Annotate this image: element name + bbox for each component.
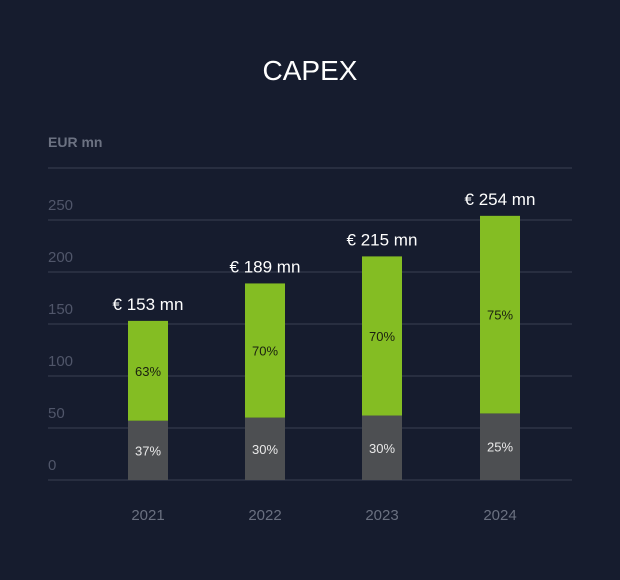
y-tick-label: 250 xyxy=(48,197,73,214)
bar-segment-lower xyxy=(362,415,402,480)
segment-percent-label: 25% xyxy=(487,440,513,455)
bar-segment-upper xyxy=(480,215,520,414)
bar-total-label: € 254 mn xyxy=(465,190,536,209)
bar-segment-upper xyxy=(245,283,285,418)
x-tick-label: 2022 xyxy=(248,507,281,524)
bar-total-label: € 215 mn xyxy=(347,230,418,249)
segment-percent-label: 30% xyxy=(369,441,395,456)
y-tick-label: 0 xyxy=(48,457,56,474)
x-tick-label: 2023 xyxy=(365,507,398,524)
bar-segment-lower xyxy=(480,413,520,480)
segment-percent-label: 37% xyxy=(135,443,161,458)
bar-total-label: € 189 mn xyxy=(230,257,301,276)
x-tick-label: 2021 xyxy=(131,507,164,524)
y-axis-unit: EUR mn xyxy=(48,134,102,150)
bar-total-label: € 153 mn xyxy=(113,295,184,314)
y-tick-label: 50 xyxy=(48,405,65,422)
y-axis-ticks: 0 50 100 150 200 250 xyxy=(48,197,73,474)
bar-segment-lower xyxy=(245,417,285,480)
chart-title: CAPEX xyxy=(263,55,358,86)
bar-segment-upper xyxy=(128,320,168,421)
segment-percent-label: 75% xyxy=(487,308,513,323)
segment-percent-label: 70% xyxy=(252,344,278,359)
y-tick-label: 150 xyxy=(48,301,73,318)
segment-percent-label: 30% xyxy=(252,442,278,457)
bar-segment-lower xyxy=(128,420,168,480)
y-tick-label: 200 xyxy=(48,249,73,266)
segment-percent-label: 70% xyxy=(369,329,395,344)
segment-percent-label: 63% xyxy=(135,364,161,379)
bar-segment-upper xyxy=(362,256,402,416)
bars: 37% 63% € 153 mn 30% 70% € 189 mn 30% 70% € 215 … xyxy=(113,190,536,480)
x-axis-ticks: 2021 2022 2023 2024 xyxy=(131,507,516,524)
x-tick-label: 2024 xyxy=(483,507,516,524)
y-tick-label: 100 xyxy=(48,353,73,370)
